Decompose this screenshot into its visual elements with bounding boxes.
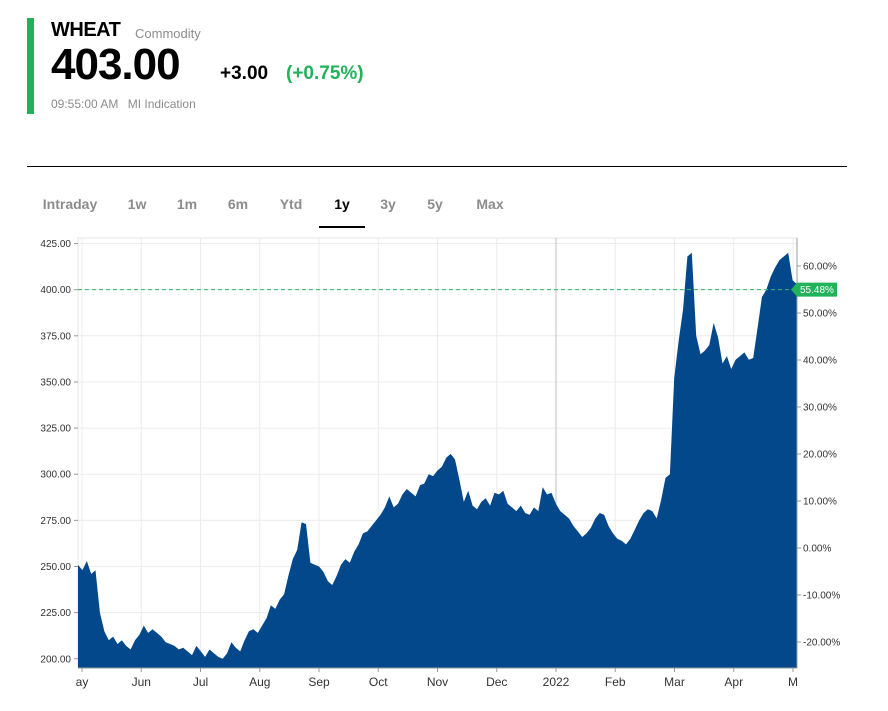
- y-tick-label: 225.00: [40, 608, 71, 619]
- y-tick-label: 200.00: [40, 654, 71, 665]
- y2-tick-label: 20.00%: [803, 450, 837, 461]
- y2-tick-label: 40.00%: [803, 356, 837, 367]
- x-tick-label: Jun: [132, 675, 151, 689]
- tab-1w[interactable]: 1w: [127, 196, 147, 212]
- y-tick-label: 375.00: [40, 331, 71, 342]
- quote-indication: MI Indication: [127, 97, 196, 111]
- y2-tick-label: 50.00%: [803, 309, 837, 320]
- symbol-name: WHEAT: [51, 19, 121, 41]
- x-tick-label: Dec: [486, 675, 507, 689]
- last-price: 403.00: [51, 40, 181, 89]
- price-area-path: [78, 252, 797, 669]
- price-change-percent: (+0.75%): [286, 63, 364, 84]
- x-tick-label: M: [788, 675, 798, 689]
- y-axis-left: 200.00 225.00 250.00 275.00 300.00 325.00 350.…: [40, 239, 78, 665]
- y2-tick-label: 10.00%: [803, 497, 837, 508]
- quote-time: 09:55:00 AM: [51, 97, 119, 111]
- symbol-type: Commodity: [135, 26, 201, 41]
- tab-3y[interactable]: 3y: [380, 196, 396, 212]
- x-tick-label: ay: [76, 675, 89, 689]
- tab-1y[interactable]: 1y: [319, 196, 365, 228]
- current-value-tag: 55.48%: [791, 282, 837, 297]
- tab-max[interactable]: Max: [476, 196, 504, 212]
- y2-tick-label: -10.00%: [803, 591, 840, 602]
- y-axis-right: -20.00% -10.00% 0.00% 10.00% 20.00% 30.00% 40.…: [796, 238, 840, 668]
- x-axis: ay Jun Jul Aug Sep Oct Nov Dec 2022 Feb Mar Apr M: [76, 667, 798, 689]
- header-divider: [27, 166, 847, 167]
- x-tick-label: Feb: [605, 675, 626, 689]
- y-tick-label: 350.00: [40, 377, 71, 388]
- y2-tick-label: -20.00%: [803, 638, 840, 649]
- current-tag-label: 55.48%: [800, 285, 834, 296]
- tab-5y[interactable]: 5y: [427, 196, 443, 212]
- y2-tick-label: 0.00%: [803, 544, 831, 555]
- accent-bar: [27, 18, 34, 114]
- x-tick-label: Oct: [369, 675, 388, 689]
- tab-1m[interactable]: 1m: [176, 196, 198, 212]
- x-tick-label: Apr: [724, 675, 743, 689]
- tab-6m[interactable]: 6m: [227, 196, 249, 212]
- y-tick-label: 250.00: [40, 562, 71, 573]
- price-change: +3.00: [220, 63, 269, 84]
- y-tick-label: 275.00: [40, 516, 71, 527]
- y-tick-label: 325.00: [40, 424, 71, 435]
- y-tick-label: 300.00: [40, 470, 71, 481]
- y-tick-label: 425.00: [40, 239, 71, 250]
- x-tick-label: Sep: [308, 675, 330, 689]
- price-area: [78, 252, 797, 669]
- x-tick-label: Nov: [427, 675, 448, 689]
- quote-meta: 09:55:00 AM MI Indication: [51, 97, 202, 111]
- price-chart: 200.00 225.00 250.00 275.00 300.00 325.00 350.…: [40, 237, 840, 689]
- x-tick-label: 2022: [543, 675, 570, 689]
- x-tick-label: Aug: [249, 675, 270, 689]
- y-tick-label: 400.00: [40, 285, 71, 296]
- y2-tick-label: 60.00%: [803, 262, 837, 273]
- y2-tick-label: 30.00%: [803, 403, 837, 414]
- current-tag-shape: [791, 282, 837, 297]
- tab-ytd[interactable]: Ytd: [279, 196, 303, 212]
- x-tick-label: Mar: [664, 675, 685, 689]
- x-tick-label: Jul: [193, 675, 208, 689]
- tab-intraday[interactable]: Intraday: [42, 196, 98, 212]
